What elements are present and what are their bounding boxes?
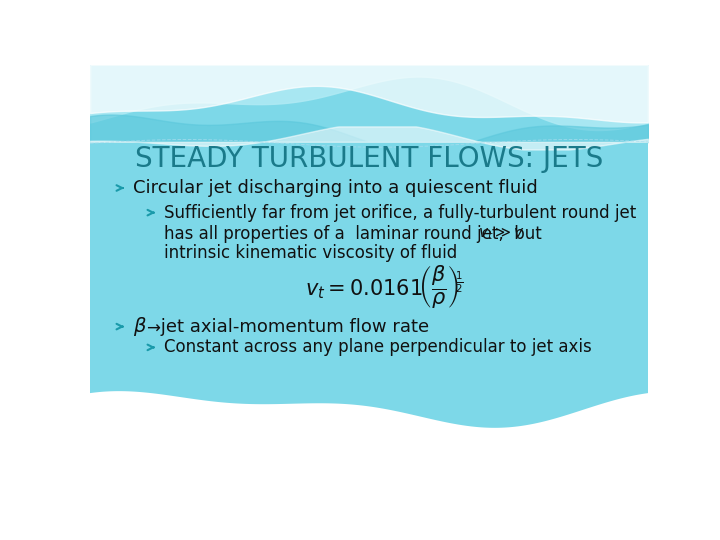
- Text: Sufficiently far from jet orifice, a fully-turbulent round jet: Sufficiently far from jet orifice, a ful…: [163, 204, 636, 221]
- Text: has all properties of a  laminar round jet,  but: has all properties of a laminar round je…: [163, 225, 541, 243]
- Text: $\rightarrow$: $\rightarrow$: [143, 318, 161, 335]
- Polygon shape: [90, 65, 648, 428]
- Text: $v_t \gg v_{\!\!\;}$: $v_t \gg v_{\!\!\;}$: [477, 225, 524, 242]
- Text: jet axial-momentum flow rate: jet axial-momentum flow rate: [155, 318, 429, 335]
- Text: intrinsic kinematic viscosity of fluid: intrinsic kinematic viscosity of fluid: [163, 245, 457, 262]
- Text: Constant across any plane perpendicular to jet axis: Constant across any plane perpendicular …: [163, 339, 591, 356]
- Text: STEADY TURBULENT FLOWS: JETS: STEADY TURBULENT FLOWS: JETS: [135, 145, 603, 173]
- Text: $v_t = 0.0161\!\left(\dfrac{\beta}{\rho}\right)^{\!\!\frac{1}{2}}$: $v_t = 0.0161\!\left(\dfrac{\beta}{\rho}…: [305, 263, 464, 310]
- Text: Circular jet discharging into a quiescent fluid: Circular jet discharging into a quiescen…: [132, 179, 537, 197]
- Text: $\beta$: $\beta$: [132, 315, 146, 338]
